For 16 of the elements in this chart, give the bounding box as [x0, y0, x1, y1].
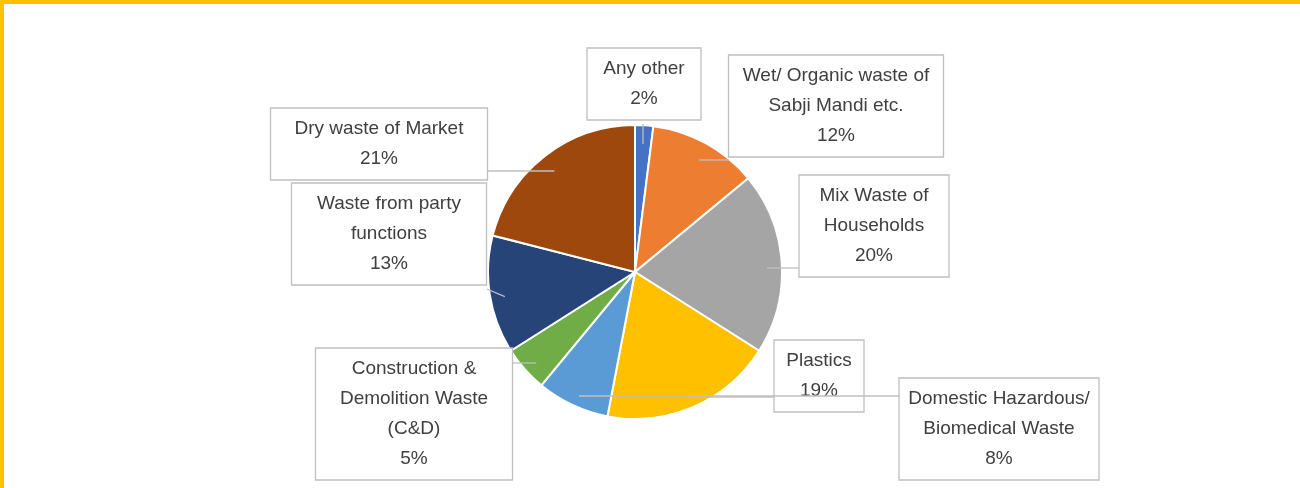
- slice-label: Waste from party functions: [317, 192, 462, 244]
- slice-label: Wet/ Organic waste of Sabji Mandi etc.: [742, 64, 930, 116]
- data-label: 12%: [816, 124, 856, 146]
- slice-label: Construction & Demolition Waste (C&D): [339, 357, 489, 439]
- data-label: 2%: [630, 87, 658, 109]
- slice-label: Any other: [603, 57, 686, 79]
- data-label: 19%: [799, 379, 839, 401]
- data-label: 20%: [854, 244, 894, 266]
- slice-label: Mix Waste of Households: [819, 184, 930, 236]
- data-label: 8%: [985, 447, 1013, 469]
- slice-label: Plastics: [786, 349, 852, 371]
- data-label: 21%: [359, 147, 399, 169]
- data-label: 13%: [369, 252, 409, 274]
- slice-label: Domestic Hazardous/ Biomedical Waste: [908, 387, 1091, 439]
- data-label: 5%: [400, 447, 428, 469]
- slice-label: Dry waste of Market: [294, 117, 465, 139]
